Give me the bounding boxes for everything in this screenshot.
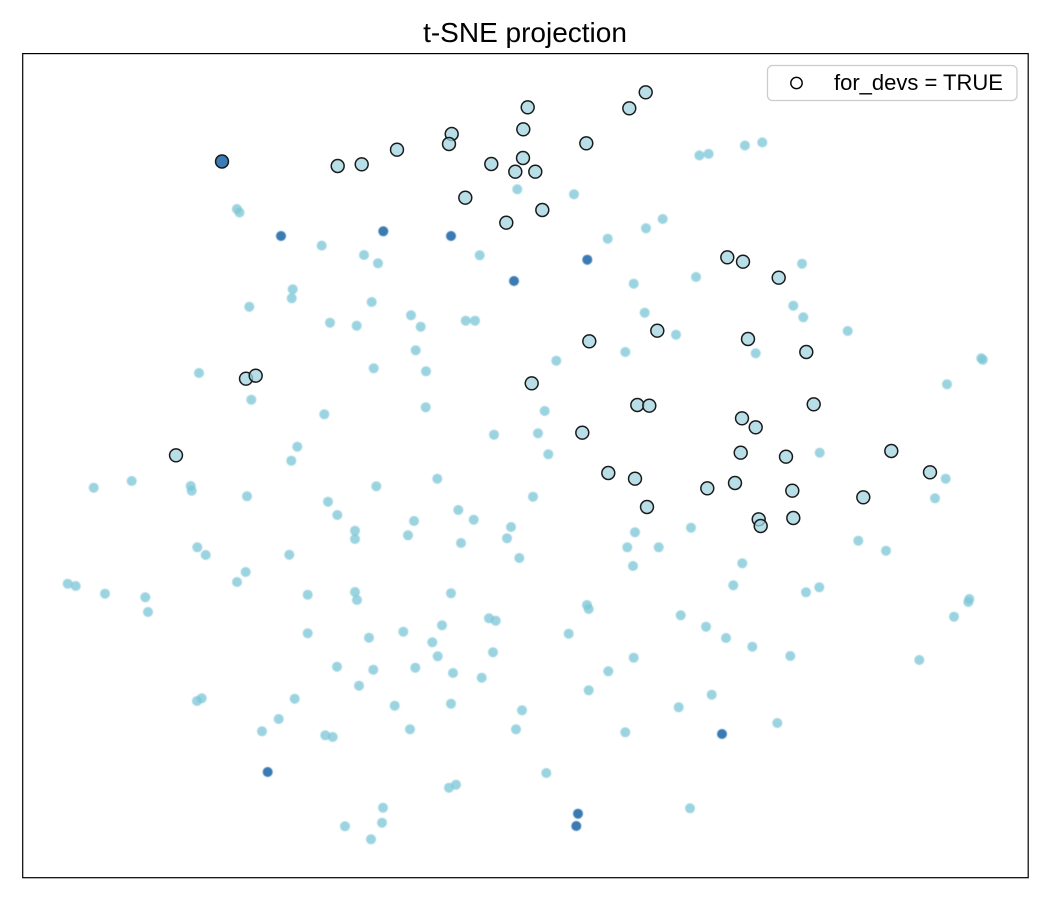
svg-text:for_devs = TRUE: for_devs = TRUE [834, 70, 1003, 95]
svg-text:t-SNE projection: t-SNE projection [423, 17, 627, 48]
